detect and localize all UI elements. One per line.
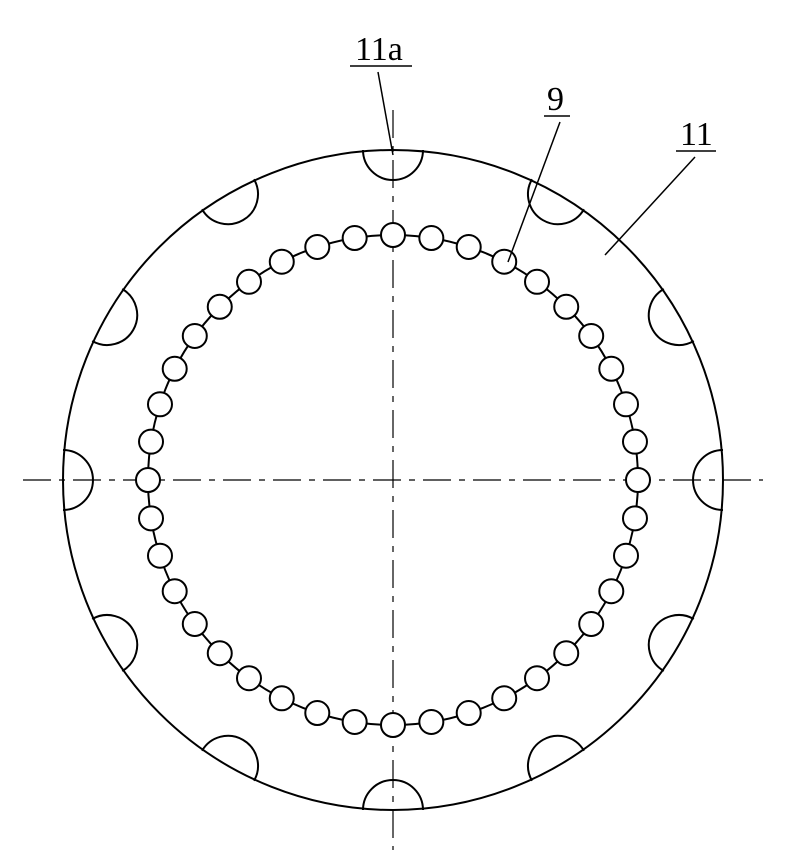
pin-hole	[623, 506, 647, 530]
pin-hole	[237, 666, 261, 690]
pin-hole	[148, 544, 172, 568]
pin-hole	[139, 506, 163, 530]
pin-hole	[381, 223, 405, 247]
pin-hole	[343, 710, 367, 734]
pin-hole	[305, 235, 329, 259]
pin-hole	[163, 579, 187, 603]
edge-scallop	[92, 615, 137, 671]
edge-scallop	[649, 615, 694, 671]
pin-hole	[270, 686, 294, 710]
pin-hole	[270, 250, 294, 274]
edge-scallop	[202, 736, 258, 781]
pin-hole	[136, 468, 160, 492]
pin-hole	[554, 295, 578, 319]
edge-scallop	[649, 289, 694, 345]
pin-hole	[237, 270, 261, 294]
pin-hole	[343, 226, 367, 250]
edge-scallop	[92, 289, 137, 345]
pin-hole	[163, 357, 187, 381]
pin-hole	[626, 468, 650, 492]
pin-hole	[579, 324, 603, 348]
pin-hole	[614, 544, 638, 568]
pin-hole	[419, 226, 443, 250]
label-9: 9	[547, 81, 564, 118]
leader-line-11	[605, 157, 695, 255]
pin-hole	[457, 235, 481, 259]
edge-scallop	[202, 179, 258, 224]
pin-hole	[554, 641, 578, 665]
pin-hole	[599, 579, 623, 603]
pin-hole	[419, 710, 443, 734]
pin-hole	[381, 713, 405, 737]
pin-hole	[525, 270, 549, 294]
mechanical-diagram: 11a 9 11	[0, 0, 787, 862]
pin-hole	[148, 392, 172, 416]
pin-hole	[139, 430, 163, 454]
pin-hole	[492, 250, 516, 274]
pin-hole	[457, 701, 481, 725]
leader-line-11a	[378, 72, 393, 155]
pin-hole	[492, 686, 516, 710]
pin-hole	[305, 701, 329, 725]
pin-hole	[208, 295, 232, 319]
pin-hole	[614, 392, 638, 416]
pin-hole	[599, 357, 623, 381]
label-11: 11	[680, 116, 713, 153]
label-11a: 11a	[355, 31, 403, 68]
diagram-container: 11a 9 11	[0, 0, 787, 862]
pin-hole	[183, 612, 207, 636]
pin-hole	[579, 612, 603, 636]
edge-scallop	[528, 736, 584, 781]
pin-hole	[623, 430, 647, 454]
pin-hole	[525, 666, 549, 690]
pin-hole	[183, 324, 207, 348]
pin-hole	[208, 641, 232, 665]
